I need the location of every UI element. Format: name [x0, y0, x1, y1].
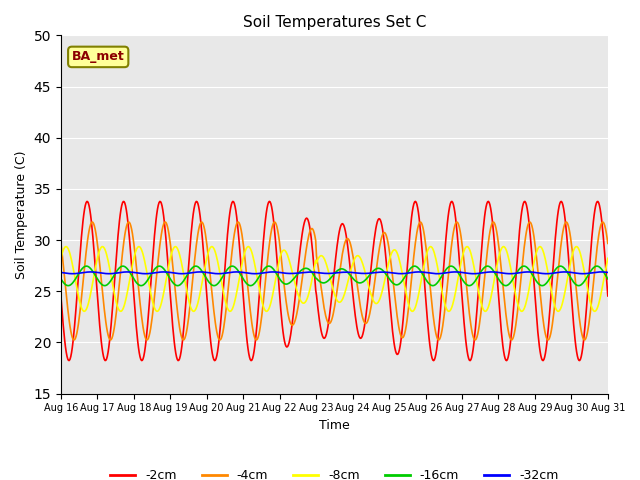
-32cm	[179, 271, 186, 276]
-8cm	[445, 309, 452, 314]
Line: -8cm: -8cm	[61, 247, 608, 312]
-8cm	[67, 254, 75, 260]
-32cm	[57, 270, 65, 276]
Line: -2cm: -2cm	[61, 202, 608, 360]
-2cm	[604, 293, 612, 299]
-16cm	[124, 266, 131, 272]
-16cm	[67, 282, 75, 288]
-4cm	[198, 219, 205, 225]
-4cm	[216, 337, 224, 343]
-2cm	[412, 199, 419, 204]
-16cm	[604, 276, 612, 282]
-32cm	[124, 269, 131, 275]
-4cm	[419, 222, 426, 228]
-32cm	[207, 270, 215, 276]
-2cm	[57, 293, 65, 299]
-4cm	[57, 240, 65, 246]
-16cm	[418, 269, 426, 275]
-4cm	[209, 293, 216, 299]
-16cm	[429, 283, 436, 288]
-32cm	[419, 269, 426, 275]
-8cm	[604, 255, 612, 261]
-32cm	[403, 270, 410, 276]
-2cm	[430, 358, 438, 363]
-16cm	[207, 282, 215, 288]
-2cm	[401, 298, 408, 303]
-16cm	[401, 274, 408, 280]
Legend: -2cm, -4cm, -8cm, -16cm, -32cm: -2cm, -4cm, -8cm, -16cm, -32cm	[105, 464, 564, 480]
Line: -4cm: -4cm	[61, 222, 608, 340]
X-axis label: Time: Time	[319, 419, 349, 432]
Text: BA_met: BA_met	[72, 50, 125, 63]
-8cm	[401, 284, 408, 290]
-4cm	[604, 240, 612, 246]
-2cm	[418, 239, 426, 245]
-8cm	[57, 255, 65, 261]
Line: -32cm: -32cm	[61, 272, 608, 274]
Line: -16cm: -16cm	[61, 266, 608, 286]
Title: Soil Temperatures Set C: Soil Temperatures Set C	[243, 15, 426, 30]
-4cm	[179, 336, 186, 342]
-2cm	[124, 212, 131, 218]
-2cm	[207, 346, 215, 351]
-32cm	[251, 271, 259, 276]
-8cm	[207, 244, 215, 250]
-32cm	[67, 271, 75, 276]
-8cm	[463, 244, 471, 250]
-8cm	[417, 281, 424, 287]
Y-axis label: Soil Temperature (C): Soil Temperature (C)	[15, 150, 28, 279]
-4cm	[124, 221, 131, 227]
-2cm	[179, 337, 186, 343]
-8cm	[179, 265, 186, 271]
-16cm	[411, 263, 419, 269]
-4cm	[67, 328, 75, 334]
-32cm	[269, 269, 277, 275]
-16cm	[179, 279, 186, 285]
-32cm	[604, 270, 612, 276]
-8cm	[124, 291, 131, 297]
-16cm	[57, 276, 65, 282]
-4cm	[403, 323, 410, 329]
-2cm	[67, 354, 75, 360]
